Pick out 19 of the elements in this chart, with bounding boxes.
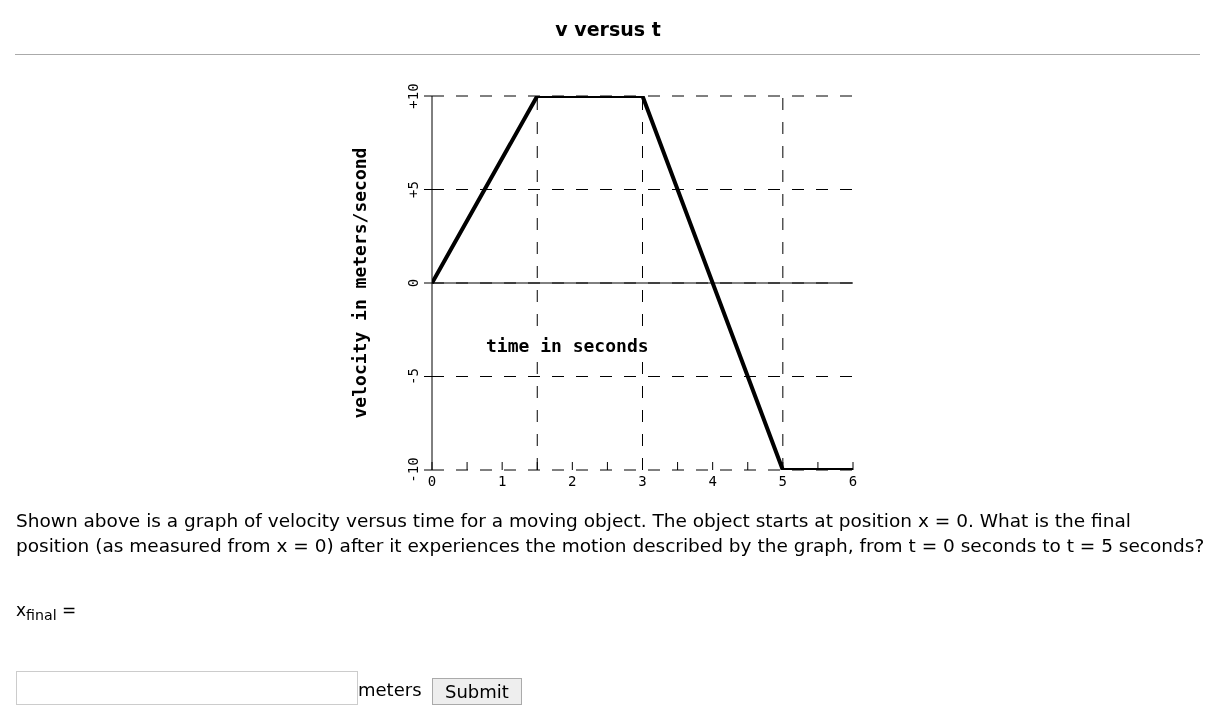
text: x$_{final}$ = [16, 600, 77, 624]
y-tick-label: -5 [405, 368, 421, 385]
text: Shown above is a graph of velocity versus time for a moving object. The object starts at position x = 0. What is the final position (as measured from x = 0) after it experiences the motion described by the graph, from t = 0 seconds to t = 5 seconds? [16, 509, 1206, 558]
x-tick-label: 6 [848, 473, 858, 489]
x-tick-label: 5 [778, 473, 788, 489]
x-tick-label: 4 [708, 473, 717, 489]
x-axis-title: time in seconds [486, 335, 649, 356]
x-tick-label: 2 [568, 473, 577, 489]
x-tick-label: 3 [638, 473, 647, 489]
y-tick-label: +10 [405, 83, 421, 109]
x-tick-label: 1 [497, 473, 507, 489]
y-tick-label: -10 [405, 457, 421, 483]
submit-button: Submit [432, 678, 522, 705]
y-tick-label: +5 [405, 181, 421, 198]
y-tick-label: 0 [405, 278, 421, 288]
x-tick-label: 0 [427, 473, 437, 489]
text: meters [358, 679, 422, 700]
y-axis-title: velocity in meters/second [349, 147, 371, 419]
chart-title: v versus t [554, 18, 662, 40]
